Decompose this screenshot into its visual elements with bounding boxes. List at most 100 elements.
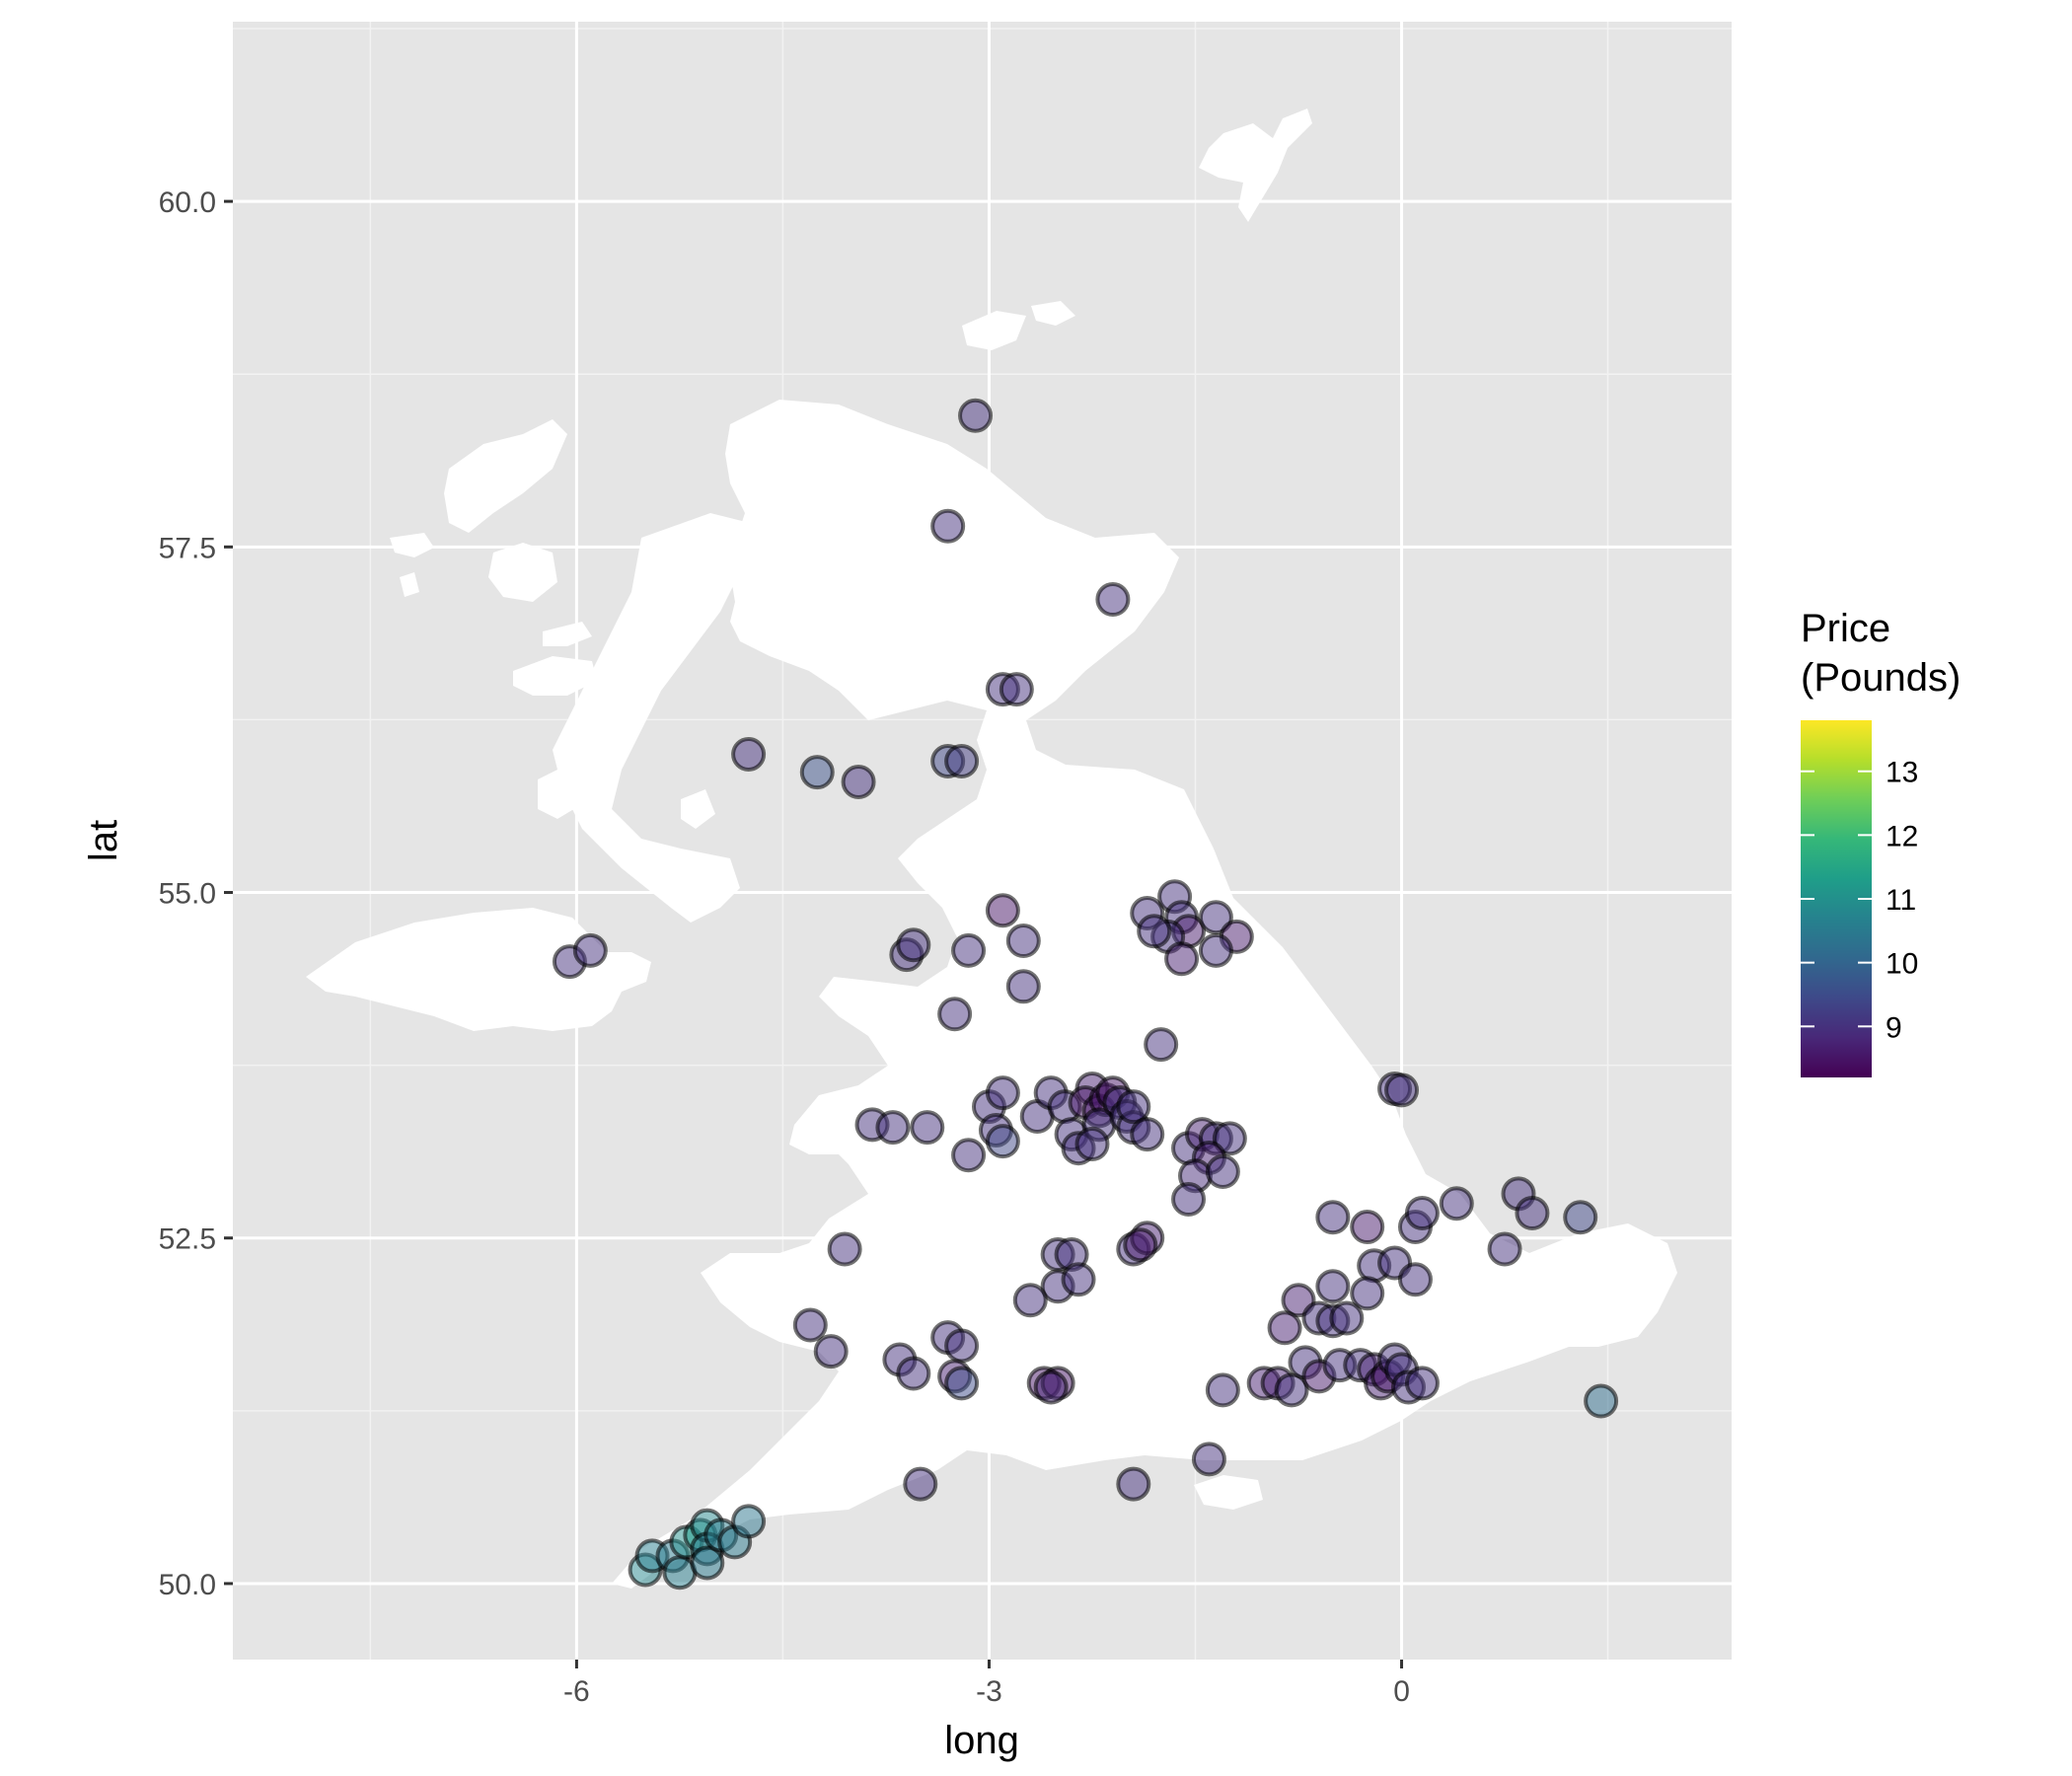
price-point <box>1116 1089 1151 1125</box>
landmass-tiree <box>543 622 592 646</box>
price-point <box>1397 1262 1433 1297</box>
price-point <box>827 1231 862 1267</box>
price-point <box>1350 1276 1385 1311</box>
price-point <box>690 1545 725 1581</box>
price-point <box>944 743 980 778</box>
landmass-mull <box>513 656 597 696</box>
x-tick-label: -6 <box>563 1675 590 1708</box>
price-point <box>985 1124 1020 1159</box>
price-point <box>1205 1154 1240 1190</box>
price-point <box>930 508 966 544</box>
landmass-arran <box>681 789 715 829</box>
price-point <box>1116 1466 1151 1502</box>
legend-title-line-1: Price <box>1801 607 1890 650</box>
x-tick-label: -3 <box>976 1675 1002 1708</box>
price-point <box>1164 941 1200 977</box>
price-points <box>552 398 1619 1591</box>
price-point <box>1563 1200 1598 1235</box>
price-point <box>1061 1262 1096 1297</box>
y-axis-title: lat <box>82 820 125 861</box>
legend-tick-label: 11 <box>1886 884 1916 917</box>
price-point <box>985 893 1020 928</box>
price-point <box>792 1307 828 1343</box>
landmass-south-hebrides <box>390 533 434 557</box>
price-point <box>1404 1366 1440 1401</box>
y-tick-label: 60.0 <box>159 186 216 219</box>
price-point <box>1137 914 1172 949</box>
price-point <box>937 997 973 1032</box>
price-point <box>1205 1372 1240 1408</box>
price-point <box>1315 1200 1351 1235</box>
landmass-islay <box>538 765 592 819</box>
y-tick-label: 52.5 <box>159 1223 216 1256</box>
legend-tick-label: 12 <box>1886 820 1918 852</box>
price-point <box>731 736 767 772</box>
price-point <box>1074 1126 1110 1161</box>
price-point <box>1315 1269 1351 1304</box>
price-point <box>841 764 876 799</box>
y-axis: 50.0 52.5 55.0 57.5 60.0 <box>159 186 233 1601</box>
price-point <box>731 1504 767 1539</box>
y-tick-label: 50.0 <box>159 1569 216 1601</box>
price-point <box>1384 1073 1420 1108</box>
price-point <box>1130 1117 1165 1152</box>
price-point <box>999 672 1034 707</box>
legend-tick-label: 9 <box>1886 1011 1902 1044</box>
legend-ticks: 9 10 11 12 13 <box>1801 757 1918 1044</box>
price-point <box>1123 1227 1158 1263</box>
landmass-jura <box>592 710 631 760</box>
price-point <box>910 1110 945 1146</box>
x-tick-label: 0 <box>1393 1675 1410 1708</box>
price-point <box>1005 924 1041 959</box>
x-axis-title: long <box>944 1719 1019 1762</box>
price-point <box>944 1328 980 1364</box>
price-point <box>1487 1231 1522 1267</box>
price-point <box>1515 1196 1550 1231</box>
price-point <box>1267 1310 1302 1346</box>
landmass-anglesey <box>789 1115 858 1154</box>
price-point <box>1274 1372 1309 1408</box>
x-axis: -6 -3 0 <box>563 1660 1410 1708</box>
price-point <box>572 932 608 968</box>
price-point <box>1198 900 1233 935</box>
price-point <box>1404 1196 1440 1231</box>
landmass-outer-hebrides <box>444 419 567 533</box>
price-point <box>1012 1283 1048 1318</box>
price-point <box>903 1466 938 1502</box>
price-point <box>896 1356 931 1391</box>
landmass-skye <box>488 543 557 602</box>
price-point <box>1212 1121 1247 1156</box>
price-point <box>1329 1300 1365 1336</box>
price-point <box>1584 1383 1619 1419</box>
legend-title-line-2: (Pounds) <box>1801 656 1961 700</box>
price-point <box>1191 1442 1226 1477</box>
price-point <box>1005 969 1041 1004</box>
y-tick-label: 57.5 <box>159 532 216 564</box>
price-point <box>1439 1186 1474 1221</box>
price-point <box>1350 1210 1385 1245</box>
price-point <box>1033 1369 1069 1405</box>
price-point <box>951 1138 987 1173</box>
landmass-barra <box>400 572 419 597</box>
price-point <box>1095 582 1131 618</box>
landmass-orkney <box>962 301 1075 350</box>
price-legend: Price (Pounds) 9 10 11 12 13 <box>1801 607 1961 1077</box>
landmass-northern-ireland <box>306 908 651 1031</box>
price-point <box>985 1075 1020 1111</box>
landmass-isle-of-wight <box>1194 1475 1263 1510</box>
legend-tick-label: 13 <box>1886 757 1918 789</box>
price-point <box>799 755 835 790</box>
price-point <box>1171 1182 1207 1218</box>
price-point <box>944 1366 980 1401</box>
price-point <box>1144 1027 1179 1063</box>
price-point <box>896 927 931 963</box>
price-point <box>1198 932 1233 968</box>
y-tick-label: 55.0 <box>159 878 216 911</box>
price-point <box>958 398 994 433</box>
landmass-west-highlands <box>553 513 750 923</box>
legend-tick-label: 10 <box>1886 948 1918 981</box>
price-point <box>875 1110 911 1146</box>
landmass-shetland <box>1199 109 1312 222</box>
price-point <box>813 1334 849 1369</box>
